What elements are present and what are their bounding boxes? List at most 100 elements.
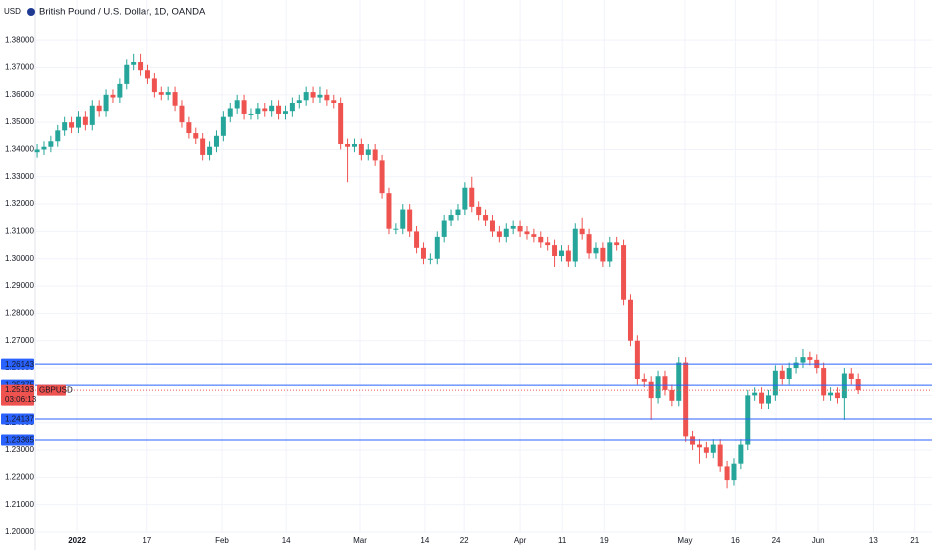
- candle-body: [414, 231, 420, 248]
- y-tick-label: 1.36000: [5, 90, 34, 99]
- candle-body: [441, 220, 447, 237]
- candle-body: [34, 149, 40, 153]
- candle-body: [579, 228, 585, 235]
- candle-body: [600, 247, 606, 262]
- candle-body: [648, 381, 654, 399]
- candle-body: [241, 100, 247, 114]
- candle-body: [772, 370, 778, 396]
- candle-body: [752, 392, 758, 396]
- candle-body: [48, 141, 54, 147]
- candle-body: [151, 78, 157, 93]
- candle-body: [607, 242, 613, 262]
- y-tick-label: 1.22000: [5, 472, 34, 481]
- candle-body: [289, 103, 295, 112]
- candle-body: [365, 149, 371, 155]
- candle-body: [759, 392, 765, 404]
- candle-body: [324, 94, 330, 101]
- candle-body: [276, 105, 282, 114]
- candle-body: [62, 122, 68, 131]
- candle-body: [220, 116, 226, 136]
- chart-title: British Pound / U.S. Dollar, 1D, OANDA: [39, 7, 206, 18]
- x-tick-label: May: [677, 536, 692, 545]
- level-label-box: [1, 434, 34, 446]
- candle-body: [351, 143, 357, 147]
- candle-body: [538, 236, 544, 243]
- level-label: 1.26143: [5, 360, 34, 369]
- candle-body: [531, 234, 537, 237]
- x-tick-label: Feb: [215, 536, 229, 545]
- candle-body: [738, 444, 744, 464]
- candle-body: [800, 357, 806, 363]
- x-tick-label: 21: [910, 536, 919, 545]
- y-tick-label: 1.37000: [5, 63, 34, 72]
- candle-body: [614, 242, 620, 246]
- candle-body: [213, 135, 219, 147]
- symbol-label: GBPUSD: [39, 386, 73, 395]
- candle-body: [379, 160, 385, 194]
- candle-body: [634, 340, 640, 379]
- candle-body: [724, 466, 730, 481]
- y-tick-label: 1.32000: [5, 199, 34, 208]
- candle-body: [469, 187, 475, 207]
- candle-body: [793, 362, 799, 369]
- candle-body: [676, 362, 682, 401]
- y-tick-label: 1.35000: [5, 117, 34, 126]
- candle-body: [496, 231, 502, 237]
- last-price-label: 1.25193: [5, 385, 34, 394]
- candle-body: [655, 376, 661, 399]
- candle-body: [227, 108, 233, 117]
- candle-body: [710, 444, 716, 453]
- candle-body: [503, 228, 509, 237]
- x-tick-label: 11: [558, 536, 567, 545]
- candle-body: [55, 130, 61, 142]
- candle-body: [662, 376, 668, 390]
- candle-body: [117, 83, 123, 98]
- candle-body: [821, 368, 827, 396]
- candle-body: [434, 236, 440, 259]
- candle-body: [296, 100, 302, 104]
- candle-body: [255, 108, 261, 114]
- x-tick-label: 24: [772, 536, 781, 545]
- candle-body: [317, 94, 323, 98]
- candle-body: [765, 395, 771, 404]
- candle-body: [207, 146, 213, 155]
- candle-body: [234, 100, 240, 109]
- y-tick-label: 1.30000: [5, 254, 34, 263]
- x-tick-label: Apr: [514, 536, 527, 545]
- y-tick-label: 1.33000: [5, 172, 34, 181]
- candle-body: [138, 62, 144, 71]
- candle-body: [420, 247, 426, 259]
- candle-body: [828, 392, 834, 396]
- candle-body: [82, 116, 88, 125]
- x-tick-label: Mar: [353, 536, 367, 545]
- candle-body: [455, 209, 461, 216]
- candle-body: [282, 111, 288, 114]
- level-label: 1.24137: [5, 415, 34, 424]
- candle-body: [110, 94, 116, 98]
- candle-body: [489, 220, 495, 232]
- candle-body: [144, 70, 150, 79]
- candle-body: [124, 64, 130, 84]
- candle-body: [310, 92, 316, 98]
- candle-body: [427, 258, 433, 260]
- candle-body: [586, 234, 592, 254]
- candle-body: [193, 133, 199, 139]
- candle-body: [552, 245, 558, 257]
- flag-icon: [27, 8, 35, 16]
- candle-body: [200, 138, 206, 155]
- x-tick-label: 14: [420, 536, 429, 545]
- candle-body: [386, 193, 392, 229]
- candle-body: [669, 389, 675, 401]
- candle-body: [524, 231, 530, 235]
- candle-body: [179, 105, 185, 123]
- x-tick-label: 17: [142, 536, 151, 545]
- symbol-box: [37, 384, 66, 396]
- x-tick-label: 16: [731, 536, 740, 545]
- candle-body: [331, 100, 337, 104]
- candle-body: [731, 463, 737, 481]
- candle-body: [69, 122, 75, 128]
- candle-body: [841, 373, 847, 399]
- candle-body: [545, 242, 551, 246]
